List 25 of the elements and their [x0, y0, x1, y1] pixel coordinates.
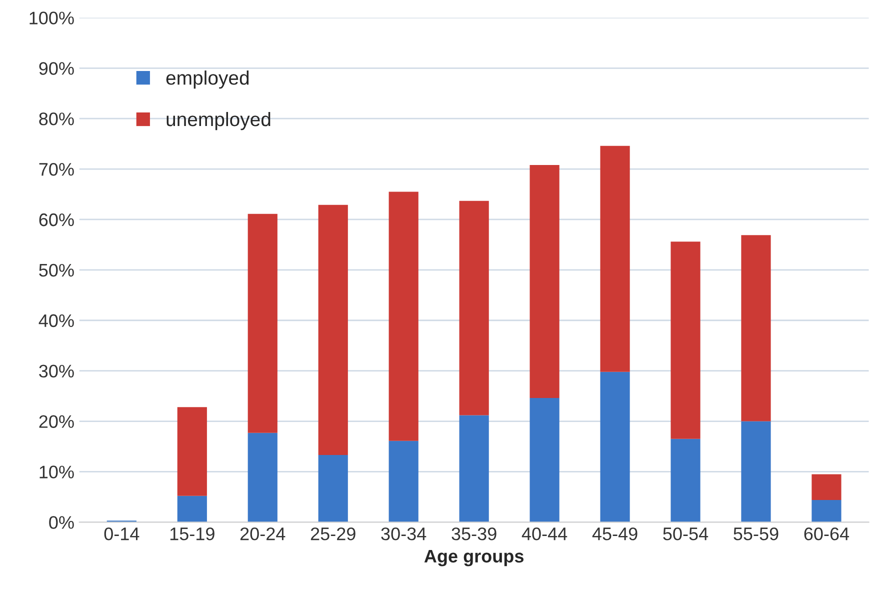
y-tick-label: 70%: [39, 162, 74, 176]
y-tick-label: 0%: [49, 516, 74, 529]
y-tick-label: 80%: [39, 112, 74, 126]
y-tick-label: 90%: [39, 62, 74, 75]
x-tick-label: 30-34: [381, 527, 426, 540]
x-axis-title: Age groups: [424, 550, 524, 566]
y-tick-label: 100%: [30, 12, 74, 24]
y-tick-label: 30%: [39, 364, 74, 378]
x-tick-label: 15-19: [170, 527, 214, 540]
x-tick-label: 40-44: [522, 527, 568, 540]
y-tick-label: 40%: [38, 314, 74, 328]
x-tick-label: 45-49: [592, 527, 638, 540]
x-tick-label: 55-59: [734, 527, 778, 540]
y-tick-label: 50%: [39, 264, 74, 277]
x-tick-label: 35-39: [452, 527, 496, 540]
legend-label: employed: [166, 70, 249, 89]
x-tick-label: 50-54: [663, 527, 708, 540]
x-tick-label: 25-29: [310, 527, 356, 540]
x-tick-label: 0-14: [104, 527, 140, 540]
x-tick-label: 20-24: [240, 527, 286, 540]
legend-label: unemployed: [166, 112, 270, 130]
y-tick-label: 10%: [40, 466, 74, 478]
y-tick-label: 60%: [39, 213, 74, 226]
y-tick-label: 20%: [39, 415, 74, 428]
x-tick-label: 60-64: [804, 527, 850, 540]
